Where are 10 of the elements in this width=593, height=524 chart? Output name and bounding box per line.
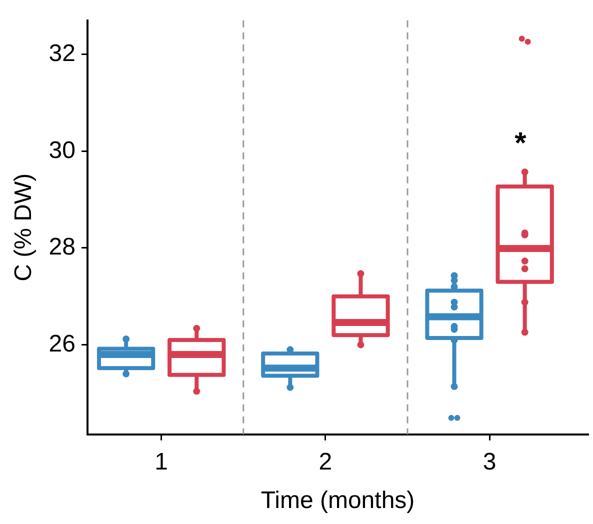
x-tick-label: 3 xyxy=(482,448,496,476)
x-tick-label: 1 xyxy=(154,448,168,476)
y-tick-label: 30 xyxy=(48,136,76,164)
y-axis-title: C (% DW) xyxy=(10,173,38,282)
x-tick-label: 2 xyxy=(318,448,332,476)
annotation: * xyxy=(514,126,527,160)
x-axis-title: Time (months) xyxy=(260,487,415,514)
y-tick-label: 32 xyxy=(48,40,76,67)
y-tick-label: 26 xyxy=(48,330,76,358)
y-tick-label: 28 xyxy=(48,234,76,261)
